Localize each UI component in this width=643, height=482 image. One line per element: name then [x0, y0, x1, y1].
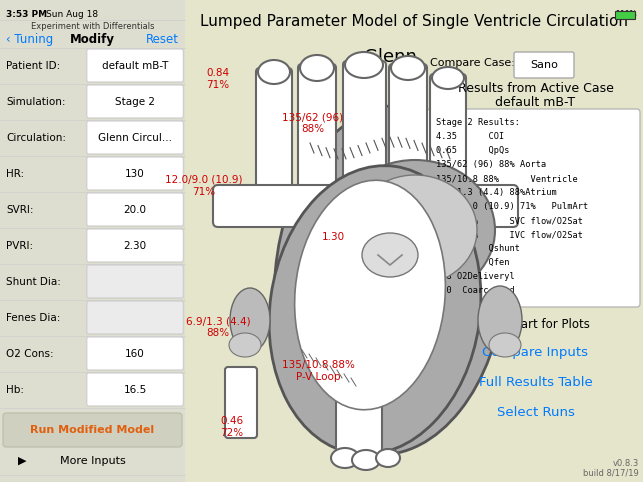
Text: 135/62 (96)
88%: 135/62 (96) 88%: [282, 112, 343, 134]
Text: 100%: 100%: [615, 10, 637, 19]
Text: 6.9/1.3 (4.4)
88%: 6.9/1.3 (4.4) 88%: [186, 316, 250, 338]
Text: Lumped Parameter Model of Single Ventricle Circulation: Lumped Parameter Model of Single Ventric…: [200, 14, 628, 29]
Text: HR:: HR:: [6, 169, 24, 179]
Text: Glenn Circul...: Glenn Circul...: [98, 133, 172, 143]
Text: Reset: Reset: [146, 33, 179, 46]
FancyBboxPatch shape: [343, 61, 386, 194]
Text: PVRI:: PVRI:: [6, 241, 33, 251]
Text: default mB-T: default mB-T: [102, 61, 168, 71]
Ellipse shape: [489, 333, 521, 357]
Ellipse shape: [353, 175, 477, 285]
Text: 0.46 72%      IVC flow/O2Sat: 0.46 72% IVC flow/O2Sat: [436, 230, 583, 239]
Ellipse shape: [376, 449, 400, 467]
FancyBboxPatch shape: [87, 301, 183, 334]
Bar: [615, 11, 635, 19]
Text: 160: 160: [125, 349, 145, 359]
Text: 1.30: 1.30: [322, 232, 345, 242]
Text: 16.5: 16.5: [123, 385, 147, 395]
Text: 135/10.8 88%      Ventricle: 135/10.8 88% Ventricle: [436, 174, 578, 183]
Ellipse shape: [229, 333, 261, 357]
Text: ‹ Tuning: ‹ Tuning: [6, 33, 53, 46]
Ellipse shape: [331, 448, 359, 468]
Text: 0.84 71%      SVC flow/O2Sat: 0.84 71% SVC flow/O2Sat: [436, 216, 583, 225]
Text: Select Runs: Select Runs: [496, 406, 574, 419]
Text: default mB-T: default mB-T: [496, 96, 575, 109]
Text: ▶: ▶: [18, 456, 26, 466]
FancyBboxPatch shape: [87, 193, 183, 226]
FancyBboxPatch shape: [336, 386, 382, 464]
Text: O2 Cons:: O2 Cons:: [6, 349, 53, 359]
Ellipse shape: [352, 450, 380, 470]
FancyBboxPatch shape: [430, 74, 466, 187]
Ellipse shape: [362, 233, 418, 277]
Text: Fenes Dia:: Fenes Dia:: [6, 313, 60, 323]
Text: 0.00      Qfen: 0.00 Qfen: [436, 258, 509, 267]
FancyBboxPatch shape: [514, 52, 574, 78]
Text: Circulation:: Circulation:: [6, 133, 66, 143]
Text: Modify: Modify: [70, 33, 115, 46]
Text: Hb:: Hb:: [6, 385, 24, 395]
Text: 0.65      QpQs: 0.65 QpQs: [436, 146, 509, 155]
Text: 135/10.8 88%
P-V Loop: 135/10.8 88% P-V Loop: [282, 360, 354, 382]
Text: v0.8.3
build 8/17/19: v0.8.3 build 8/17/19: [583, 458, 639, 478]
Text: SVRI:: SVRI:: [6, 205, 33, 215]
Text: Stage 2: Stage 2: [115, 97, 155, 107]
Text: 3:53 PM: 3:53 PM: [6, 10, 47, 19]
FancyBboxPatch shape: [87, 229, 183, 262]
Ellipse shape: [432, 67, 464, 89]
Text: 6.9/1.3 (4.4) 88%Atrium: 6.9/1.3 (4.4) 88%Atrium: [436, 188, 557, 197]
FancyBboxPatch shape: [87, 49, 183, 82]
FancyBboxPatch shape: [87, 265, 183, 298]
FancyBboxPatch shape: [87, 157, 183, 190]
FancyBboxPatch shape: [3, 413, 182, 447]
Text: Shunt Dia:: Shunt Dia:: [6, 277, 61, 287]
Ellipse shape: [391, 56, 425, 80]
Text: Patient ID:: Patient ID:: [6, 61, 60, 71]
FancyBboxPatch shape: [87, 85, 183, 118]
Text: 2.30: 2.30: [123, 241, 147, 251]
Text: 0.46
72%: 0.46 72%: [221, 416, 244, 439]
Bar: [0, 0, 185, 482]
Text: Run Modified Model: Run Modified Model: [30, 425, 154, 435]
Text: Sano: Sano: [530, 60, 558, 70]
Ellipse shape: [478, 286, 522, 354]
Text: Results from Active Case: Results from Active Case: [458, 82, 613, 95]
Text: Experiment with Differentials: Experiment with Differentials: [31, 22, 154, 31]
Text: Simulation:: Simulation:: [6, 97, 66, 107]
FancyBboxPatch shape: [428, 185, 518, 227]
Text: More Inputs: More Inputs: [60, 456, 125, 466]
Text: Stage 2 Results:: Stage 2 Results:: [436, 118, 520, 127]
Ellipse shape: [300, 55, 334, 81]
Text: 848 O2Deliveryl: 848 O2Deliveryl: [436, 272, 515, 281]
FancyBboxPatch shape: [87, 121, 183, 154]
FancyBboxPatch shape: [87, 373, 183, 406]
Ellipse shape: [269, 166, 481, 455]
FancyBboxPatch shape: [427, 109, 640, 307]
FancyBboxPatch shape: [256, 68, 292, 221]
Ellipse shape: [275, 106, 505, 455]
Text: Sun Aug 18: Sun Aug 18: [46, 10, 98, 19]
FancyBboxPatch shape: [213, 185, 423, 227]
Ellipse shape: [258, 60, 290, 84]
Text: Full Results Table: Full Results Table: [478, 376, 592, 389]
FancyBboxPatch shape: [87, 337, 183, 370]
Ellipse shape: [335, 160, 495, 300]
Text: Tap Heart for Plots: Tap Heart for Plots: [481, 318, 590, 331]
Text: Compare Inputs: Compare Inputs: [482, 346, 588, 359]
Text: 4.35      COI: 4.35 COI: [436, 132, 504, 141]
Text: Compare Case:: Compare Case:: [430, 58, 515, 68]
FancyBboxPatch shape: [298, 64, 336, 202]
Text: 0.0  Coarc_grad: 0.0 Coarc_grad: [436, 286, 515, 295]
Text: 135/62 (96) 88% Aorta: 135/62 (96) 88% Aorta: [436, 160, 547, 169]
Text: 130: 130: [125, 169, 145, 179]
FancyBboxPatch shape: [225, 367, 257, 438]
Text: 0.84
71%: 0.84 71%: [206, 68, 230, 91]
Text: Glenn: Glenn: [363, 48, 417, 66]
FancyBboxPatch shape: [389, 64, 427, 187]
Text: 20.0: 20.0: [123, 205, 147, 215]
Text: 0.00      Qshunt: 0.00 Qshunt: [436, 244, 520, 253]
Ellipse shape: [294, 180, 446, 410]
Ellipse shape: [345, 52, 383, 78]
Text: 12.0/9.0 (10.9)
71%: 12.0/9.0 (10.9) 71%: [165, 175, 243, 198]
Ellipse shape: [230, 288, 270, 352]
